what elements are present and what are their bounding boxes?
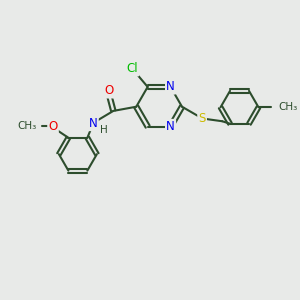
Text: Cl: Cl: [127, 62, 138, 75]
Text: N: N: [166, 120, 175, 133]
Text: CH₃: CH₃: [17, 121, 36, 131]
Text: CH₃: CH₃: [278, 102, 297, 112]
Text: N: N: [166, 80, 175, 93]
Text: N: N: [89, 117, 98, 130]
Text: S: S: [198, 112, 206, 125]
Text: H: H: [100, 124, 108, 135]
Text: O: O: [48, 119, 58, 133]
Text: O: O: [104, 84, 114, 97]
